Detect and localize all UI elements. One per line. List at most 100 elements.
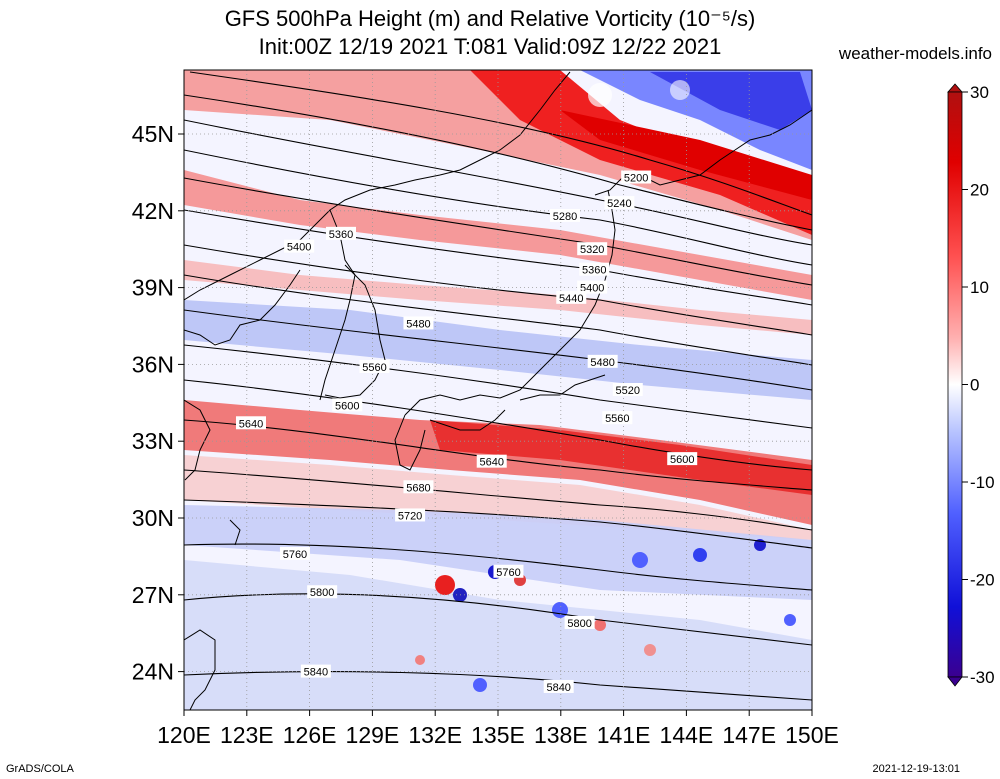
colorbar: 30 20 10 0 -10 -20 -30 bbox=[947, 83, 995, 687]
contour-label: 5440 bbox=[556, 290, 587, 305]
footer-timestamp: 2021-12-19-13:01 bbox=[872, 763, 960, 775]
contour-label: 5720 bbox=[395, 508, 426, 522]
lat-tick-label: 24N bbox=[132, 659, 174, 685]
contour-label: 5800 bbox=[307, 585, 338, 599]
map-grid bbox=[184, 70, 812, 710]
contour-label-text: 5520 bbox=[616, 385, 640, 397]
contour-label: 5360 bbox=[326, 226, 356, 241]
contour-label-text: 5840 bbox=[546, 682, 570, 694]
contour-label: 5760 bbox=[279, 546, 310, 561]
lat-tick-label: 27N bbox=[132, 582, 174, 608]
contour-label-bg bbox=[403, 316, 434, 330]
contour-label: 5200 bbox=[621, 170, 652, 185]
contour-label-bg bbox=[587, 354, 618, 368]
colorbar-top-arrow bbox=[947, 83, 963, 93]
lon-tick-label: 126E bbox=[283, 722, 337, 748]
latitude-axis: 45N 42N 39N 36N 33N 30N 27N 24N bbox=[132, 121, 184, 685]
contour-label-bg bbox=[326, 226, 356, 240]
contour-label: 5600 bbox=[332, 398, 363, 412]
contour-label-group: 5200524052805320536053605400540054405480… bbox=[235, 170, 698, 694]
contour-label: 5480 bbox=[587, 354, 618, 369]
contour-label-bg bbox=[284, 239, 315, 253]
contour-label: 5840 bbox=[300, 664, 331, 679]
contour-label-bg bbox=[395, 508, 426, 522]
contour-label: 5480 bbox=[403, 316, 434, 330]
contour-label-text: 5320 bbox=[580, 244, 604, 256]
contour-label: 5400 bbox=[577, 280, 608, 295]
contour-label-text: 5200 bbox=[624, 173, 648, 185]
contour-label-bg bbox=[549, 208, 580, 222]
lat-tick-label: 45N bbox=[132, 121, 174, 147]
contour-label-text: 5760 bbox=[496, 567, 520, 579]
lon-tick-label: 120E bbox=[157, 722, 211, 748]
contour-label-text: 5600 bbox=[335, 400, 359, 412]
contour-label: 5760 bbox=[493, 564, 524, 579]
coastlines bbox=[184, 71, 812, 710]
contour-label: 5640 bbox=[235, 416, 266, 430]
lon-tick-label: 129E bbox=[346, 722, 400, 748]
contour-label-text: 5480 bbox=[590, 357, 614, 369]
colorbar-tick-label: 10 bbox=[970, 278, 989, 297]
contour-label-bg bbox=[543, 679, 574, 693]
lat-tick-label: 36N bbox=[132, 351, 174, 377]
contour-label-bg bbox=[332, 398, 363, 412]
contour-label-bg bbox=[235, 416, 266, 430]
lon-tick-label: 141E bbox=[597, 722, 651, 748]
contour-label: 5320 bbox=[577, 242, 608, 256]
contour-label-bg bbox=[577, 242, 608, 256]
contour-label-text: 5400 bbox=[287, 242, 311, 254]
colorbar-tick-label: -10 bbox=[970, 473, 995, 492]
contour-label-text: 5240 bbox=[607, 198, 631, 210]
contour-label: 5400 bbox=[284, 239, 315, 254]
lon-tick-label: 147E bbox=[722, 722, 776, 748]
contour-label-text: 5640 bbox=[479, 457, 503, 469]
contour-label-bg bbox=[564, 615, 595, 629]
contour-label-bg bbox=[307, 585, 338, 599]
lat-tick-label: 42N bbox=[132, 198, 174, 224]
lat-tick-label: 33N bbox=[132, 428, 174, 454]
contour-label-text: 5640 bbox=[239, 418, 263, 430]
contour-label-text: 5680 bbox=[406, 482, 430, 494]
colorbar-bar bbox=[947, 91, 963, 678]
contour-label: 5360 bbox=[579, 262, 610, 277]
colorbar-tick-label: 30 bbox=[970, 83, 989, 102]
contour-label-bg bbox=[604, 196, 635, 210]
contour-label-text: 5760 bbox=[283, 549, 307, 561]
lon-tick-label: 132E bbox=[408, 722, 462, 748]
contour-label-bg bbox=[493, 564, 524, 578]
colorbar-tick-label: 20 bbox=[970, 181, 989, 200]
contour-label-text: 5560 bbox=[362, 362, 386, 374]
contour-label: 5560 bbox=[359, 359, 390, 374]
contour-label: 5280 bbox=[549, 208, 580, 223]
contour-label-bg bbox=[621, 170, 652, 184]
contour-label-bg bbox=[612, 383, 643, 396]
contour-label-text: 5800 bbox=[567, 618, 591, 630]
colorbar-tick-label: -30 bbox=[970, 668, 995, 687]
contour-label-bg bbox=[577, 280, 608, 294]
lon-tick-label: 123E bbox=[220, 722, 274, 748]
colorbar-bottom-arrow bbox=[947, 676, 963, 687]
lon-tick-label: 150E bbox=[785, 722, 839, 748]
contour-label: 5640 bbox=[476, 454, 507, 469]
contour-label-text: 5600 bbox=[670, 454, 694, 466]
contour-label-bg bbox=[279, 546, 310, 560]
contour-label-bg bbox=[359, 359, 390, 373]
contour-label: 5520 bbox=[612, 383, 643, 397]
contour-label-bg bbox=[667, 452, 698, 466]
contour-label: 5240 bbox=[604, 196, 635, 210]
lat-tick-label: 39N bbox=[132, 275, 174, 301]
contour-label: 5600 bbox=[667, 452, 698, 466]
colorbar-tick-label: -20 bbox=[970, 571, 995, 590]
map-subtitle: Init:00Z 12/19 2021 T:081 Valid:09Z 12/2… bbox=[258, 34, 722, 59]
contour-label-bg bbox=[602, 411, 633, 425]
lat-tick-label: 30N bbox=[132, 505, 174, 531]
lon-tick-label: 144E bbox=[660, 722, 714, 748]
contour-label-bg bbox=[579, 262, 610, 276]
contour-label-text: 5560 bbox=[605, 413, 629, 425]
contour-label-text: 5840 bbox=[304, 667, 328, 679]
contour-label: 5800 bbox=[564, 615, 595, 630]
height-contours bbox=[184, 71, 812, 701]
longitude-axis: 120E 123E 126E 129E 132E 135E 138E 141E 144E 147E… bbox=[157, 710, 839, 748]
contour-label-bg bbox=[556, 290, 587, 304]
